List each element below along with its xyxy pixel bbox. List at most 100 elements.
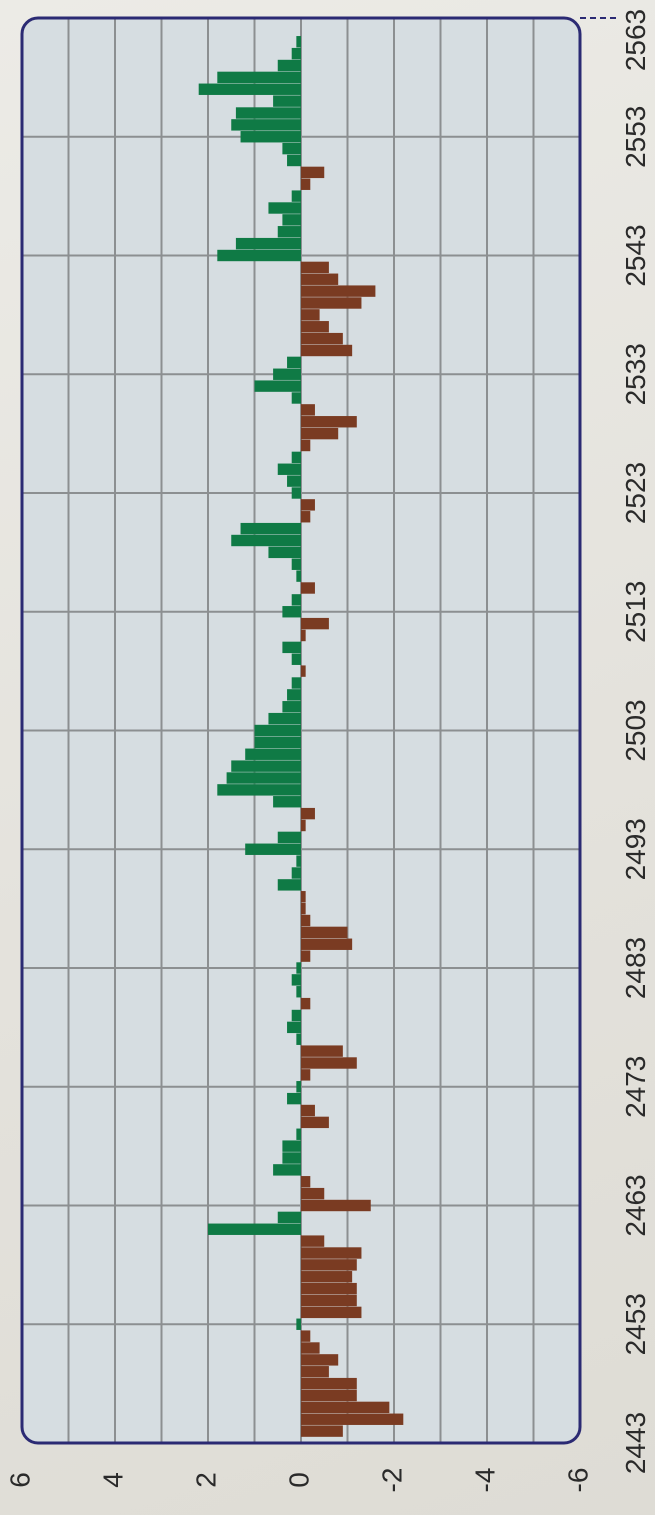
bar-2473 [296,1081,301,1093]
bar-2493 [245,843,301,855]
bar-2476 [301,1045,343,1057]
plot-frame [20,16,582,1445]
x-tick-label-2493: 2493 [620,818,651,880]
bar-2513 [282,606,301,618]
bar-2500 [231,760,301,772]
bar-2503 [254,724,301,737]
bar-2548 [291,190,301,202]
x-tick-label-2563: 2563 [620,9,651,71]
bar-2467 [282,1152,301,1164]
bar-2449 [301,1366,329,1378]
y-tick-label--4: -4 [469,1468,500,1493]
bar-2446 [301,1401,390,1414]
bar-2468 [282,1140,301,1152]
bar-2517 [291,558,301,570]
bar-2522 [301,499,315,511]
bar-2491 [291,867,301,879]
bar-2546 [282,214,301,226]
x-tick-label-2503: 2503 [620,699,651,761]
x-tick-label-2523: 2523 [620,462,651,524]
bar-2479 [291,1009,301,1022]
y-tick-label-4: 4 [97,1472,128,1488]
bar-2505 [282,701,301,713]
bar-2549 [301,178,311,190]
bar-2488 [301,902,306,915]
bar-2536 [301,332,343,345]
bar-2538 [301,309,320,321]
bar-2456 [301,1282,357,1295]
bar-2461 [208,1223,301,1235]
y-tick-labels: 6 4 2 0 -2 -4 -6 [4,1468,593,1493]
bar-2480 [301,997,311,1010]
bar-2486 [301,926,348,939]
bar-2526 [291,451,301,464]
bar-2501 [245,748,301,760]
bar-2453 [296,1318,301,1330]
x-tick-label-2513: 2513 [620,581,651,643]
x-tick-label-2473: 2473 [620,1056,651,1118]
bar-2509 [291,653,301,665]
x-tick-labels: 2443 2453 2463 2473 2483 2493 2503 2513 2523 2533… [620,9,651,1474]
bar-2529 [301,416,357,428]
bar-2554 [231,119,301,131]
bar-2516 [296,570,301,582]
bar-2497 [273,796,301,808]
bar-2477 [296,1033,301,1045]
bar-2452 [301,1330,311,1342]
bar-2531 [291,392,301,404]
bar-2521 [301,511,311,523]
bar-2455 [301,1294,357,1307]
bar-2528 [301,427,339,440]
y-tick-label-6: 6 [4,1472,35,1488]
bar-2524 [287,475,301,487]
bar-2544 [235,237,301,250]
bar-2547 [268,202,301,214]
bar-2523 [291,487,301,499]
y-tick-label-2: 2 [190,1472,221,1488]
bar-2504 [268,712,301,725]
bar-2489 [301,891,306,903]
bar-2559 [277,59,301,72]
bar-2458 [301,1259,357,1271]
bar-2556 [273,95,301,107]
bar-2492 [296,855,301,867]
bar-2482 [291,974,301,986]
bar-2478 [287,1021,301,1034]
bar-2550 [301,166,325,179]
bar-2551 [287,154,301,167]
bar-2490 [277,879,301,891]
y-tick-label-0: 0 [283,1472,314,1488]
bar-2474 [301,1069,311,1081]
x-tick-label-2453: 2453 [620,1293,651,1355]
bar-2518 [268,546,301,559]
bar-2511 [301,629,306,642]
bar-2496 [301,807,315,820]
bar-2534 [287,356,301,369]
bar-2454 [301,1306,362,1319]
bar-2541 [301,273,339,285]
bar-2552 [282,142,301,155]
x-tick-label-2543: 2543 [620,224,651,286]
bar-2462 [277,1211,301,1224]
bar-2498 [217,784,301,796]
x-tick-label-2533: 2533 [620,343,651,405]
bar-2557 [198,83,301,95]
bar-2475 [301,1057,357,1069]
y-tick-label--6: -6 [562,1468,593,1493]
bar-2537 [301,321,329,333]
bar-2444 [301,1425,343,1437]
bar-2555 [235,107,301,119]
bar-2542 [301,261,329,274]
bar-2466 [273,1164,301,1176]
bar-2519 [231,534,301,547]
bar-2465 [301,1176,311,1188]
x-tick-label-2463: 2463 [620,1174,651,1236]
bar-2451 [301,1342,320,1354]
bar-2445 [301,1413,404,1425]
bar-2471 [301,1104,315,1117]
bar-2459 [301,1247,362,1259]
bar-2520 [240,522,301,535]
bar-2457 [301,1271,353,1283]
bar-2558 [217,71,301,84]
y-tick-label--2: -2 [376,1468,407,1493]
